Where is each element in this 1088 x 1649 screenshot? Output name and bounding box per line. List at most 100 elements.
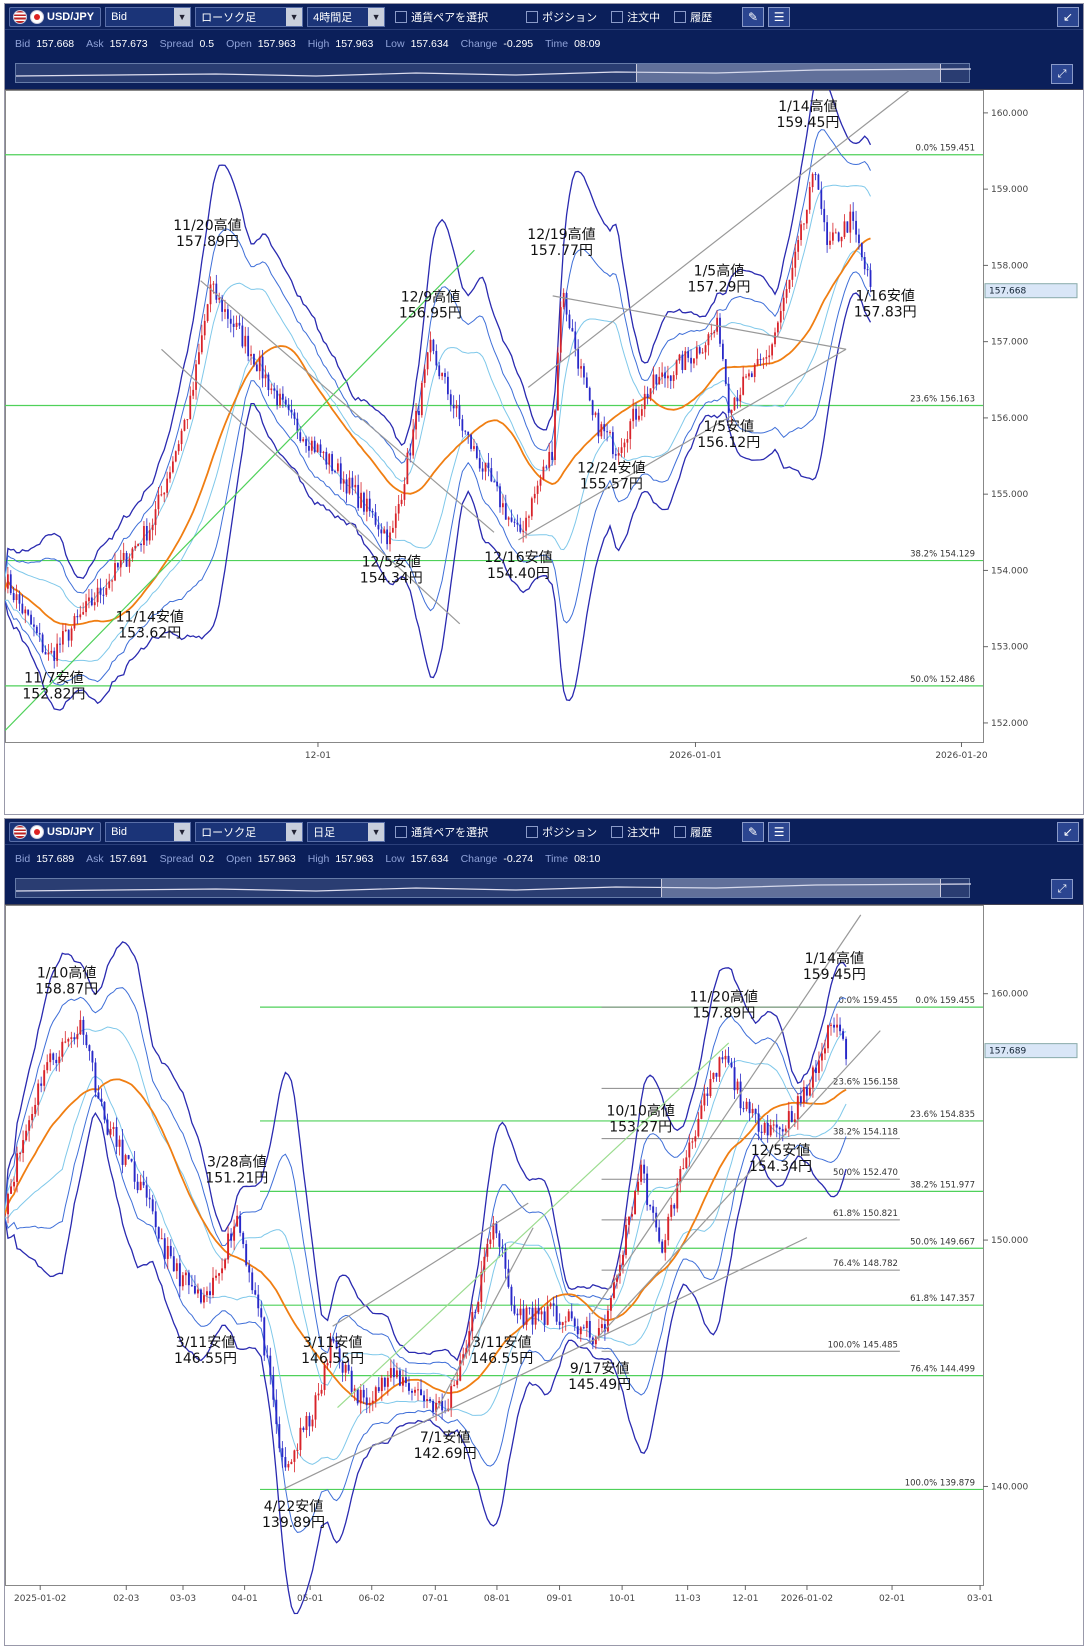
candle-body [114,563,116,581]
chart-settings-button[interactable]: ☰ [768,6,791,27]
candle-body [290,409,293,413]
candle-body [212,1277,214,1296]
expand-button[interactable]: ⤢ [1051,879,1073,899]
price-chart[interactable]: 160.000 150.000 140.000 2025-01-02 02-03 03-0… [5,905,1083,1645]
candle-body [546,1306,549,1325]
annotation-label: 12/9高値 [401,288,460,305]
candle-body [299,1427,302,1450]
candle-body [380,529,383,534]
symbol-select[interactable]: USD/JPY [9,821,102,842]
candle-body [742,1108,745,1110]
candle-body [658,1227,661,1242]
chart-tool-button[interactable]: ✎ [742,821,765,842]
candle-body [781,1129,784,1132]
candle-body [826,222,829,245]
candle-body [808,1087,811,1096]
candle-body [722,343,724,360]
annotation-value: 154.34円 [360,570,423,586]
candle-body [675,360,678,376]
candle-body [492,1223,495,1240]
candle-body [196,1289,199,1294]
spread-value: 0.2 [199,853,215,865]
pair-select-label: 通貨ペアを選択 [411,11,489,24]
candle-body [61,1041,64,1057]
x-tick-label: 12-01 [732,1594,758,1604]
orders-label: 注文中 [627,826,661,839]
collapse-button[interactable]: ↙ [1057,822,1079,842]
candle-body [449,394,452,405]
candle-type-select[interactable]: ローソク足 ▼ [195,6,304,27]
arrow-collapse-icon: ↙ [1062,10,1074,24]
y-tick-label: 154.000 [991,566,1028,576]
chart-tool-button[interactable]: ✎ [742,6,765,27]
candle-body [154,1211,157,1228]
candle-body [239,1215,242,1233]
candle-body [43,1070,46,1086]
y-tick-label: 160.000 [991,109,1028,119]
candle-body [551,451,554,460]
timeframe-select[interactable]: 日足 ▼ [307,821,386,842]
candle-body [19,1152,22,1154]
collapse-button[interactable]: ↙ [1057,7,1079,27]
candle-body [612,1281,615,1299]
navigator-track[interactable] [15,878,971,898]
price-type-select[interactable]: Bid ▼ [105,6,192,27]
plot-area [5,905,984,1586]
candle-body [701,352,704,354]
pair-select-checkbox[interactable] [395,10,408,23]
position-checkbox[interactable] [526,10,539,23]
trend-line [518,348,847,541]
pair-select-checkbox[interactable] [395,825,408,838]
candle-body [471,1311,474,1332]
candle-body [260,1308,263,1318]
candle-body [245,1243,248,1266]
candle-body [244,335,247,347]
candle-body [432,339,435,351]
open-label: Open [226,38,252,50]
candle-body [334,471,336,473]
jp-flag-icon [30,824,44,839]
annotation-label: 3/11安値 [303,1335,362,1351]
candle-body [281,393,284,400]
navigator-window[interactable] [636,64,941,82]
candle-body [18,594,21,604]
low-label: Low [385,38,405,50]
expand-button[interactable]: ⤢ [1051,64,1073,84]
candle-body [863,257,866,270]
candle-body [139,1181,142,1191]
navigator-sparkline [16,883,971,892]
chart-settings-button[interactable]: ☰ [768,821,791,842]
price-type-select[interactable]: Bid ▼ [105,821,192,842]
candle-body [403,484,406,500]
navigator-window[interactable] [661,879,941,897]
symbol-select[interactable]: USD/JPY [9,6,102,27]
candle-body [13,1181,16,1187]
candle-body [640,409,643,416]
navigator-track[interactable] [15,63,971,83]
annotation-label: 1/14高値 [778,98,837,115]
timeframe-select[interactable]: 4時間足 ▼ [307,6,386,27]
y-tick-label: 159.000 [991,185,1028,195]
candle-body [347,1364,350,1371]
candle-body [855,220,857,235]
candle-type-select[interactable]: ローソク足 ▼ [195,821,304,842]
candle-body [105,587,108,595]
orders-checkbox[interactable] [611,825,624,838]
candle-body [495,1223,498,1234]
candle-body [802,1087,805,1103]
position-checkbox[interactable] [526,825,539,838]
candle-body [195,364,197,390]
history-checkbox[interactable] [674,825,687,838]
price-chart[interactable]: 160.000 159.000 158.000 157.000 156.000 155.0… [5,90,1083,814]
orders-checkbox[interactable] [611,10,624,23]
candle-body [634,1191,637,1215]
candle-body [695,347,698,359]
candle-body [93,602,96,606]
current-price-label: 157.668 [989,287,1026,297]
annotation-label: 10/10高値 [607,1103,675,1120]
history-checkbox[interactable] [674,10,687,23]
candle-body [415,410,417,430]
bid-label: Bid [15,38,31,50]
candle-body [724,1055,727,1060]
annotation-value: 157.83円 [854,304,917,320]
